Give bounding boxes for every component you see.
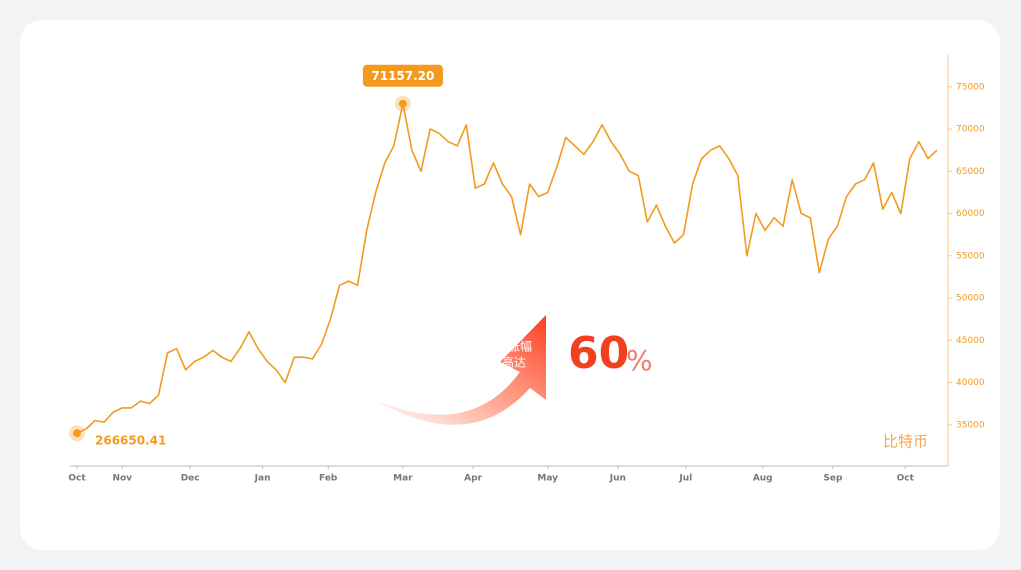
y-tick-label: 70000	[956, 125, 985, 135]
x-tick-label: Aug	[753, 474, 773, 484]
legend-label: 比特币	[883, 433, 928, 451]
callout-number: 60	[568, 328, 629, 379]
annotation-box	[362, 64, 443, 87]
series-line	[76, 102, 938, 434]
x-tick-label: Feb	[319, 474, 338, 484]
callout-unit: %	[626, 344, 653, 377]
y-tick-label: 45000	[956, 336, 985, 346]
y-tick-label: 75000	[956, 82, 985, 92]
card	[20, 20, 1000, 550]
x-tick-label: Mar	[393, 474, 413, 484]
y-tick-label: 65000	[956, 167, 985, 177]
growth-arrow	[375, 315, 546, 425]
annotation: 266650.41	[95, 434, 166, 448]
point-marker	[73, 429, 81, 438]
callout-line2: 高达	[502, 355, 526, 370]
x-tick-label: Sep	[823, 474, 843, 484]
x-tick-label: Dec	[181, 474, 200, 484]
point-marker	[398, 99, 407, 108]
x-tick-label: Nov	[112, 474, 132, 484]
y-tick-label: 60000	[956, 209, 985, 219]
y-tick-label: 35000	[956, 420, 985, 430]
y-tick-label: 40000	[956, 378, 985, 388]
annotation: 71157.20	[371, 69, 434, 83]
x-tick-label: Jul	[678, 474, 692, 484]
y-tick-label: 50000	[956, 294, 985, 304]
x-tick-label: May	[537, 474, 558, 484]
callout-line1: 年涨幅	[496, 339, 532, 354]
x-tick-label: Jan	[254, 474, 271, 484]
x-tick-label: Oct	[68, 474, 86, 484]
x-tick-label: Jun	[609, 474, 626, 484]
y-tick-label: 55000	[956, 251, 985, 261]
x-tick-label: Apr	[464, 474, 482, 484]
x-tick-label: Oct	[897, 474, 915, 484]
